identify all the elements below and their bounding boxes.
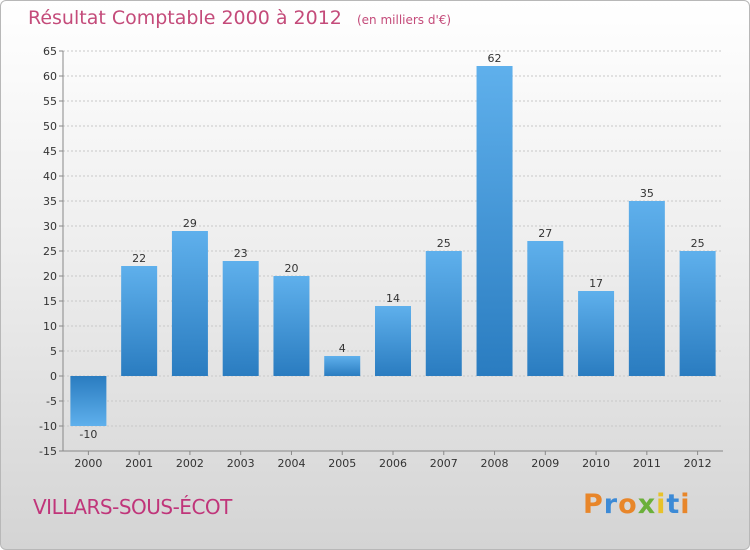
data-label: 25 (437, 237, 451, 250)
x-tick-label: 2002 (176, 457, 204, 470)
y-tick-label: 65 (43, 45, 57, 58)
y-tick-label: 20 (43, 270, 57, 283)
x-tick-label: 2003 (227, 457, 255, 470)
title-row: Résultat Comptable 2000 à 2012 (en milli… (28, 7, 451, 29)
y-tick-label: -5 (46, 395, 57, 408)
bar (628, 201, 665, 376)
bar (121, 266, 158, 376)
y-tick-label: -10 (39, 420, 57, 433)
y-tick-label: 25 (43, 245, 57, 258)
y-tick-label: 40 (43, 170, 57, 183)
x-tick-label: 2007 (430, 457, 458, 470)
bar (527, 241, 564, 376)
bar (222, 261, 259, 376)
x-tick-label: 2006 (379, 457, 407, 470)
x-tick-label: 2004 (277, 457, 305, 470)
y-tick-label: 30 (43, 220, 57, 233)
chart-title: Résultat Comptable 2000 à 2012 (28, 7, 342, 29)
brand-letter: x (637, 489, 657, 520)
bar (425, 251, 462, 376)
brand-letter: i (656, 489, 667, 520)
data-label: 17 (589, 277, 603, 290)
bar (578, 291, 615, 376)
bar (476, 66, 513, 376)
y-tick-label: 5 (50, 345, 57, 358)
x-tick-label: 2005 (328, 457, 356, 470)
y-tick-label: -15 (39, 445, 57, 458)
data-label: 14 (386, 292, 400, 305)
bar (171, 231, 208, 376)
y-tick-label: 35 (43, 195, 57, 208)
x-tick-label: 2012 (684, 457, 712, 470)
brand-logo[interactable]: Proxiti (583, 489, 691, 520)
brand-letter: r (603, 489, 619, 520)
data-label: 4 (339, 342, 346, 355)
x-tick-label: 2000 (74, 457, 102, 470)
commune-name: VILLARS-SOUS-ÉCOT (33, 495, 232, 519)
x-tick-label: 2009 (531, 457, 559, 470)
bar (273, 276, 310, 376)
data-label: 23 (234, 247, 248, 260)
data-label: 29 (183, 217, 197, 230)
data-label: 22 (132, 252, 146, 265)
data-label: 35 (640, 187, 654, 200)
y-tick-label: 15 (43, 295, 57, 308)
x-tick-label: 2001 (125, 457, 153, 470)
data-label: -10 (79, 428, 97, 441)
brand-letter: i (680, 489, 691, 520)
bar (679, 251, 716, 376)
data-label: 20 (284, 262, 298, 275)
y-tick-label: 45 (43, 145, 57, 158)
y-tick-label: 60 (43, 70, 57, 83)
x-tick-label: 2010 (582, 457, 610, 470)
brand-letter: o (618, 489, 638, 520)
y-tick-label: 55 (43, 95, 57, 108)
data-label: 27 (538, 227, 552, 240)
x-tick-label: 2011 (633, 457, 661, 470)
y-tick-label: 10 (43, 320, 57, 333)
data-label: 62 (488, 52, 502, 65)
data-label: 25 (691, 237, 705, 250)
y-tick-label: 0 (50, 370, 57, 383)
chart-subtitle: (en milliers d'€) (356, 13, 452, 27)
brand-letter: t (666, 489, 681, 520)
x-tick-label: 2008 (481, 457, 509, 470)
y-tick-label: 50 (43, 120, 57, 133)
bar (70, 376, 107, 426)
brand-letter: P (583, 489, 604, 520)
bar (375, 306, 411, 376)
bar (324, 356, 361, 376)
